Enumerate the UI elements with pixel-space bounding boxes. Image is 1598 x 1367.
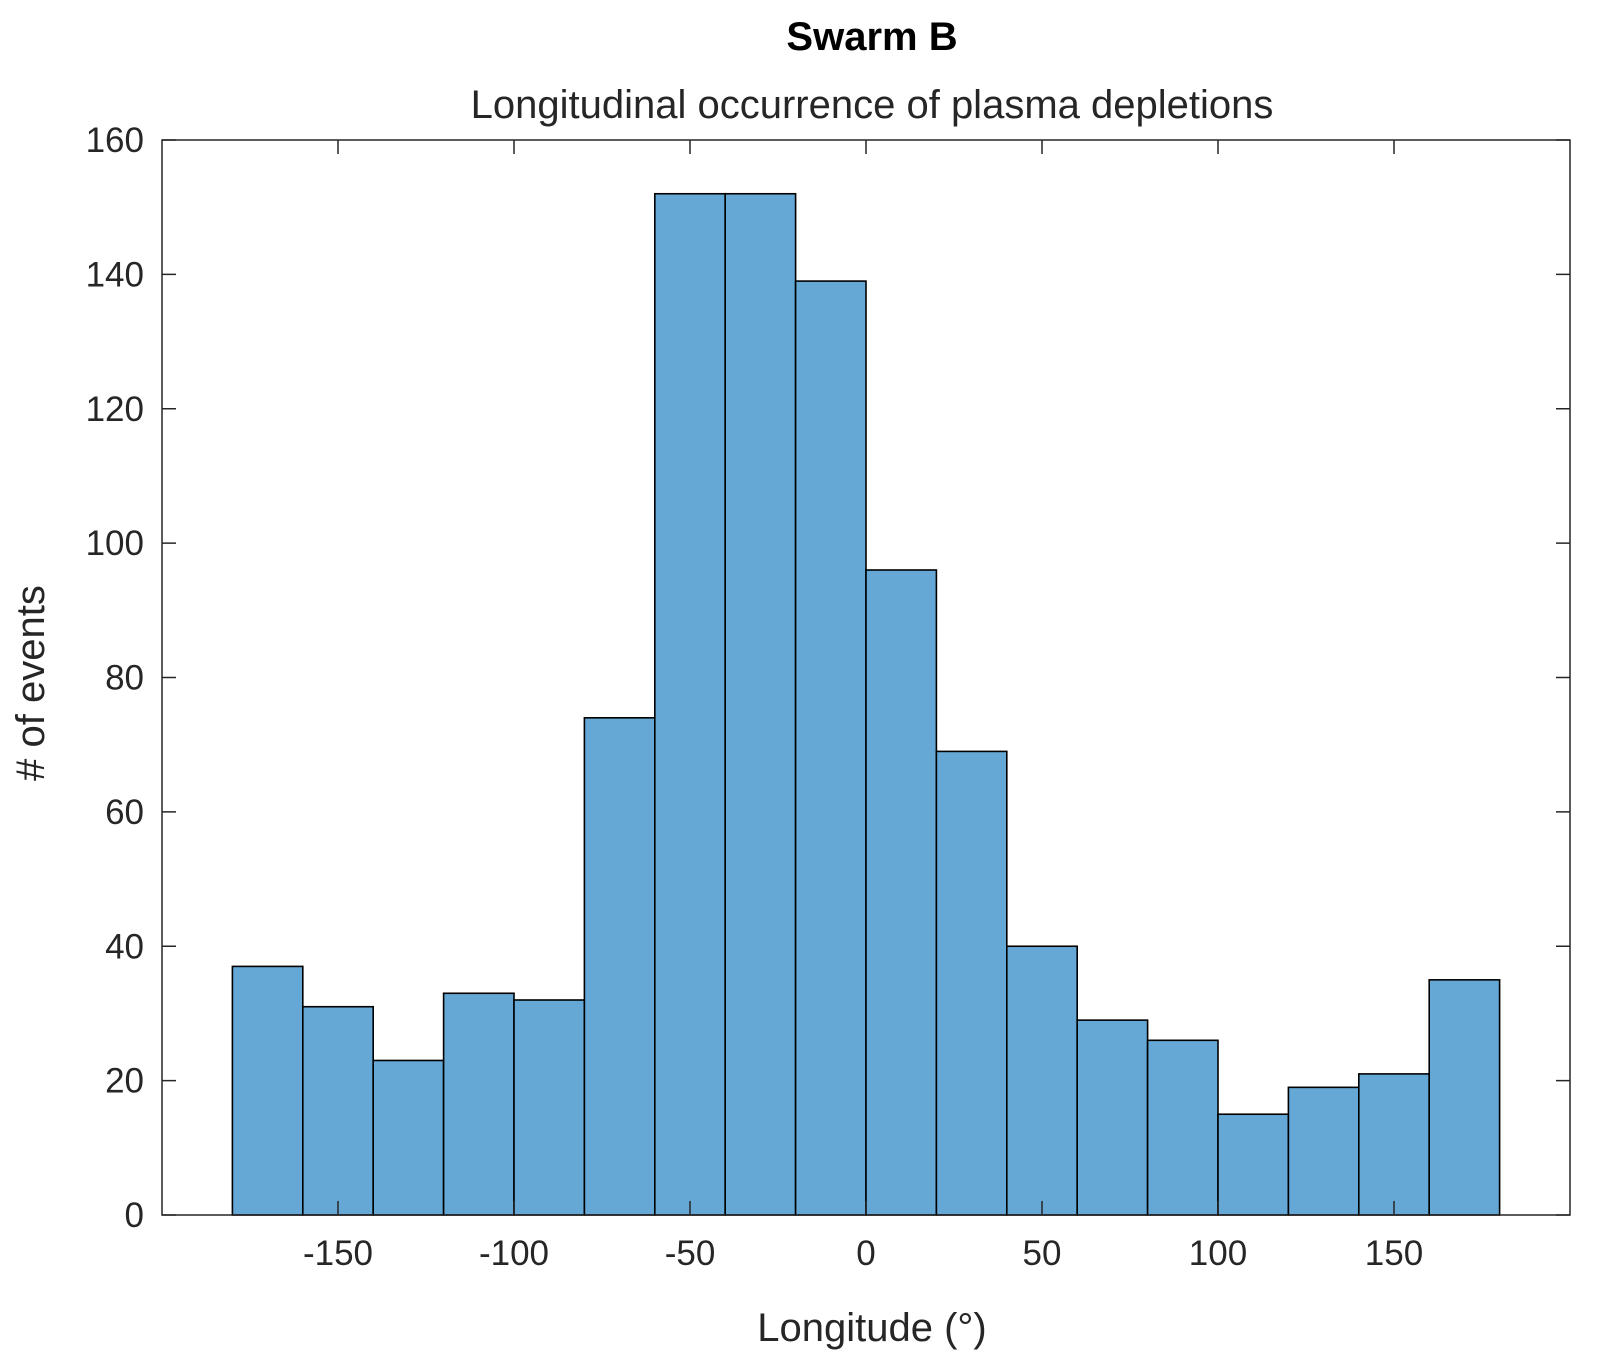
histogram-bar [1076, 1019, 1149, 1216]
x-tick-label: 0 [856, 1234, 875, 1273]
chart-title: Swarm B [786, 15, 957, 59]
histogram-bar [442, 992, 515, 1216]
histogram-bar [1428, 979, 1501, 1216]
histogram-bar [1287, 1086, 1360, 1216]
histogram-bar [794, 280, 867, 1216]
histogram-bar [583, 717, 656, 1216]
y-tick-label: 60 [105, 793, 144, 832]
y-tick-label: 20 [105, 1062, 144, 1101]
y-axis-label: # of events [9, 585, 53, 781]
y-tick-label: 80 [105, 659, 144, 698]
y-tick-label: 160 [86, 121, 144, 160]
histogram-bar [1358, 1073, 1431, 1216]
x-axis-label: Longitude (°) [757, 1306, 986, 1350]
axes-box [161, 139, 1571, 1216]
x-tick-label: -50 [665, 1234, 716, 1273]
histogram-bar [231, 965, 304, 1216]
y-tick-label: 100 [86, 524, 144, 563]
histogram-bar [653, 192, 726, 1216]
x-tick-label: 100 [1189, 1234, 1247, 1273]
histogram-bar [513, 999, 586, 1216]
ticks-group [162, 139, 1570, 1216]
histogram-bar [724, 192, 797, 1216]
histogram-bar [865, 569, 938, 1216]
histogram-bar [1146, 1039, 1219, 1216]
y-tick-label: 40 [105, 927, 144, 966]
y-tick-label: 0 [125, 1196, 144, 1235]
tick-labels-group: -150 -100 -50 0 50 100 150 0 20 40 60 80 100 120 140 16… [86, 121, 1424, 1273]
histogram-bar [301, 1005, 374, 1216]
chart-subtitle: Longitudinal occurrence of plasma deplet… [471, 83, 1274, 127]
x-tick-label: -150 [303, 1234, 373, 1273]
x-tick-label: 150 [1365, 1234, 1423, 1273]
y-tick-label: 140 [86, 255, 144, 294]
x-tick-label: -100 [479, 1234, 549, 1273]
histogram-bar [935, 750, 1008, 1216]
x-tick-label: 50 [1023, 1234, 1062, 1273]
histogram-bar [372, 1059, 445, 1216]
bars-group [231, 192, 1501, 1216]
histogram-bar [1217, 1113, 1290, 1216]
histogram-bar [1005, 945, 1078, 1216]
y-tick-label: 120 [86, 390, 144, 429]
